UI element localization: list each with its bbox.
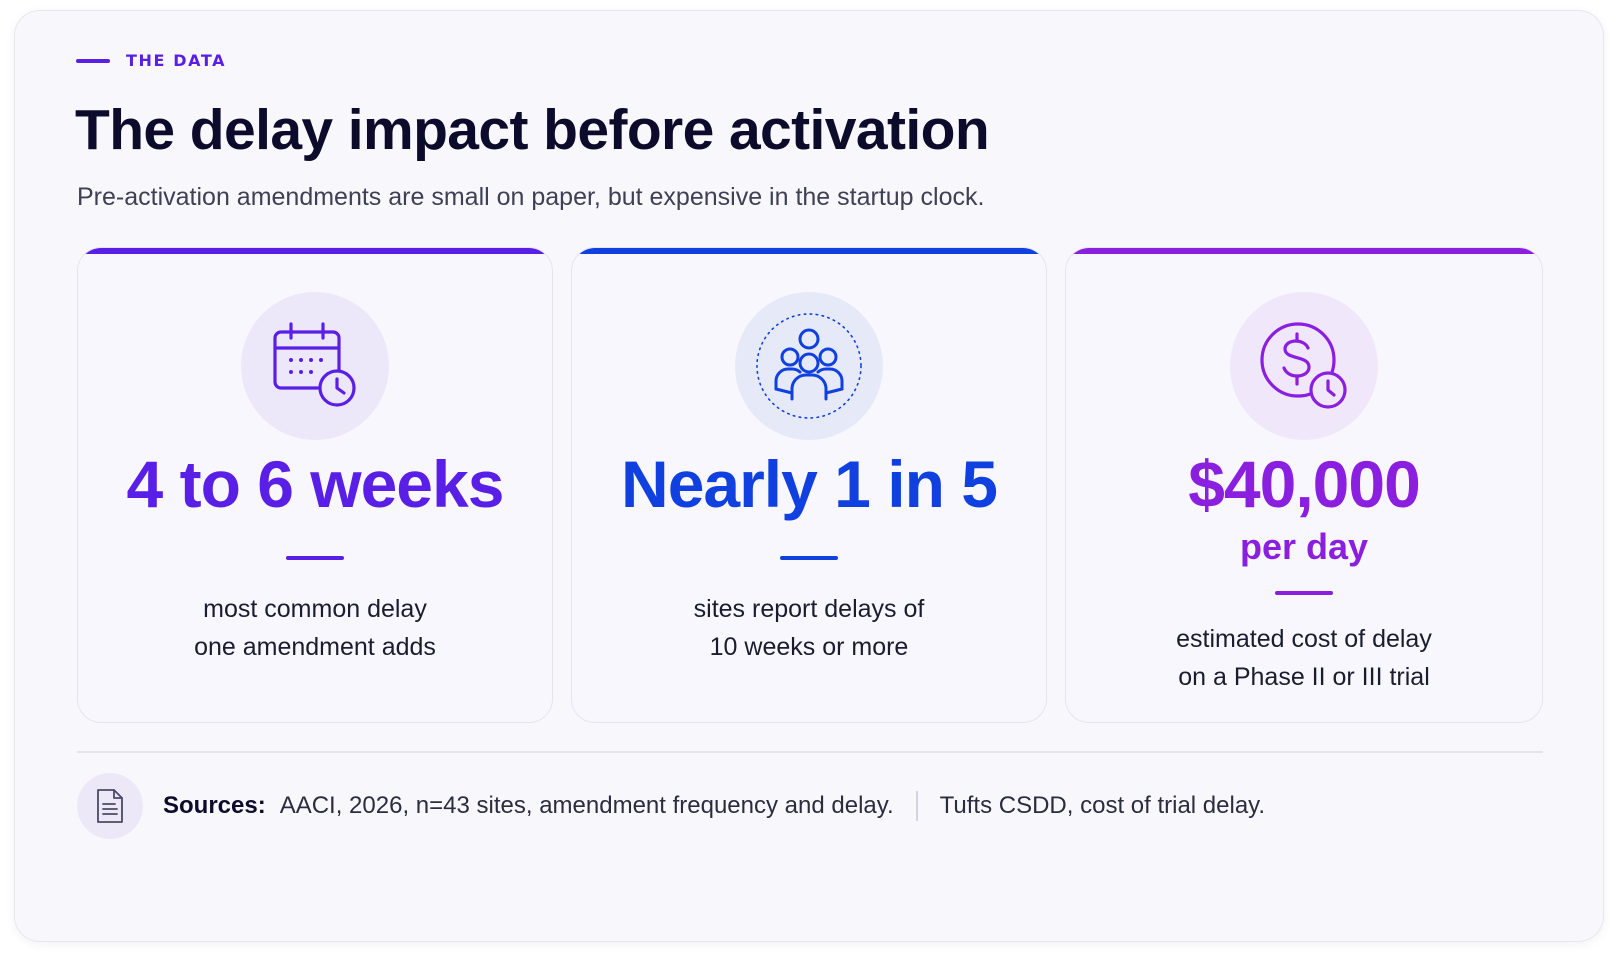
eyebrow-text: THE DATA xyxy=(126,51,227,70)
stat-description: sites report delays of 10 weeks or more xyxy=(572,590,1046,666)
stat-divider xyxy=(1275,591,1333,595)
desc-line: estimated cost of delay xyxy=(1176,625,1432,653)
section-divider xyxy=(77,751,1543,753)
page-subtitle: Pre-activation amendments are small on p… xyxy=(77,183,985,211)
stat-card-cost: $40,000 per day estimated cost of delay … xyxy=(1065,247,1543,723)
page-title: The delay impact before activation xyxy=(75,98,990,162)
card-accent-bar xyxy=(78,248,552,254)
dollar-clock-icon xyxy=(1230,292,1378,440)
desc-line: on a Phase II or III trial xyxy=(1178,663,1430,691)
source-item: Tufts CSDD, cost of trial delay. xyxy=(939,792,1266,819)
eyebrow-line xyxy=(76,58,110,63)
desc-line: one amendment adds xyxy=(194,633,436,661)
card-accent-bar xyxy=(1066,248,1542,254)
desc-line: sites report delays of xyxy=(693,595,925,623)
source-separator xyxy=(915,791,918,821)
card-accent-bar xyxy=(572,248,1046,254)
document-icon xyxy=(77,773,143,839)
sources-row: Sources: AACI, 2026, n=43 sites, amendme… xyxy=(77,773,1265,839)
eyebrow: THE DATA xyxy=(76,51,226,70)
stat-card-sites: Nearly 1 in 5 sites report delays of 10 … xyxy=(571,247,1047,723)
stat-unit: per day xyxy=(1239,526,1369,567)
infographic-panel: THE DATA The delay impact before activat… xyxy=(14,10,1604,942)
stat-cards: 4 to 6 weeks most common delay one amend… xyxy=(77,247,1543,723)
stat-card-delay: 4 to 6 weeks most common delay one amend… xyxy=(77,247,553,723)
stat-divider xyxy=(780,556,838,560)
stat-description: estimated cost of delay on a Phase II or… xyxy=(1066,620,1542,696)
stat-description: most common delay one amendment adds xyxy=(78,590,552,666)
people-group-icon xyxy=(735,292,883,440)
desc-line: most common delay xyxy=(203,595,427,623)
desc-line: 10 weeks or more xyxy=(709,633,909,661)
sources-label: Sources: xyxy=(163,792,266,819)
stat-value: $40,000 xyxy=(1188,447,1421,521)
stat-divider xyxy=(286,556,344,560)
stat-value: 4 to 6 weeks xyxy=(126,447,505,521)
source-item: AACI, 2026, n=43 sites, amendment freque… xyxy=(279,792,894,819)
calendar-clock-icon xyxy=(241,292,389,440)
stat-value: Nearly 1 in 5 xyxy=(621,447,998,521)
